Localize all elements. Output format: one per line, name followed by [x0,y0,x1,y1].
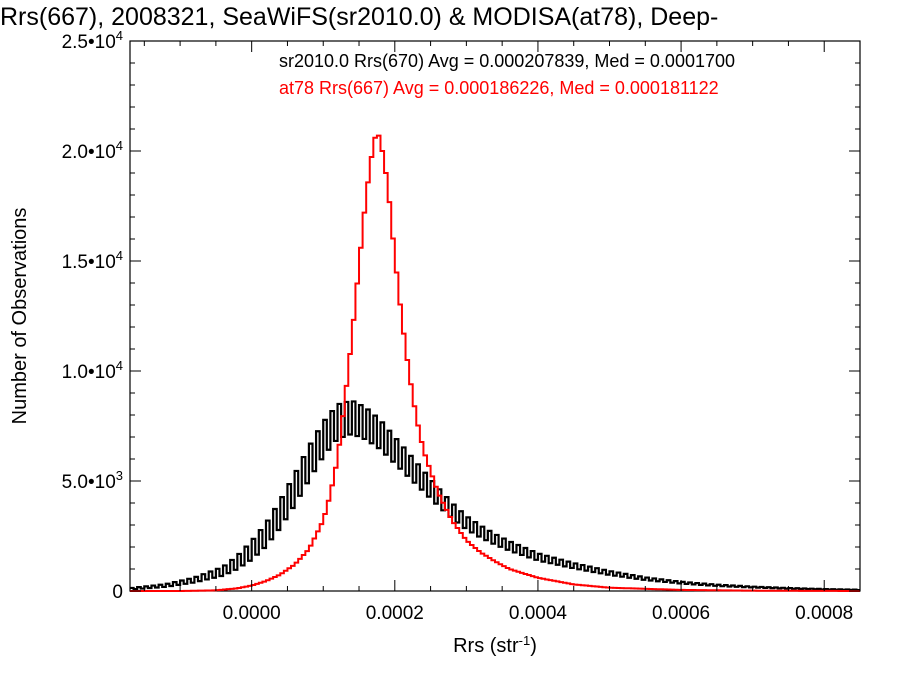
y-tick-label: 1.0•104 [62,358,123,383]
y-tick-label: 5.0•103 [62,468,123,493]
series-line-sr2010 [130,400,860,592]
series-layer [130,134,860,592]
y-axis-label: Number of Observations [9,208,31,425]
annotation-sr2010: sr2010.0 Rrs(670) Avg = 0.000207839, Med… [279,51,735,71]
x-axis-label: Rrs (str-1) [453,633,537,657]
x-tick-label: 0.0002 [366,603,424,624]
x-axis-label-close: ) [530,635,537,657]
y-tick-label: 2.0•104 [62,138,123,163]
x-axis-label-main: Rrs (str [453,635,519,657]
x-tick-label: 0.0000 [223,603,281,624]
y-tick-label: 0 [112,582,123,603]
x-tick-label: 0.0006 [652,603,710,624]
plot-frame [129,40,861,592]
y-tick-label: 2.5•104 [62,28,123,53]
x-axis-label-sup: -1 [519,633,531,648]
ticks-layer: 0.0000 0.0002 0.0004 0.0006 0.0008 0 5.0•103 1.… [62,28,861,624]
series-line-at78 [130,134,860,592]
x-tick-label: 0.0004 [509,603,568,624]
y-tick-label: 1.5•104 [62,248,123,273]
annotation-at78: at78 Rrs(667) Avg = 0.000186226, Med = 0… [279,78,719,98]
chart-title: Rrs(667), 2008321, SeaWiFS(sr2010.0) & M… [0,3,718,31]
x-tick-label: 0.0008 [795,603,853,624]
